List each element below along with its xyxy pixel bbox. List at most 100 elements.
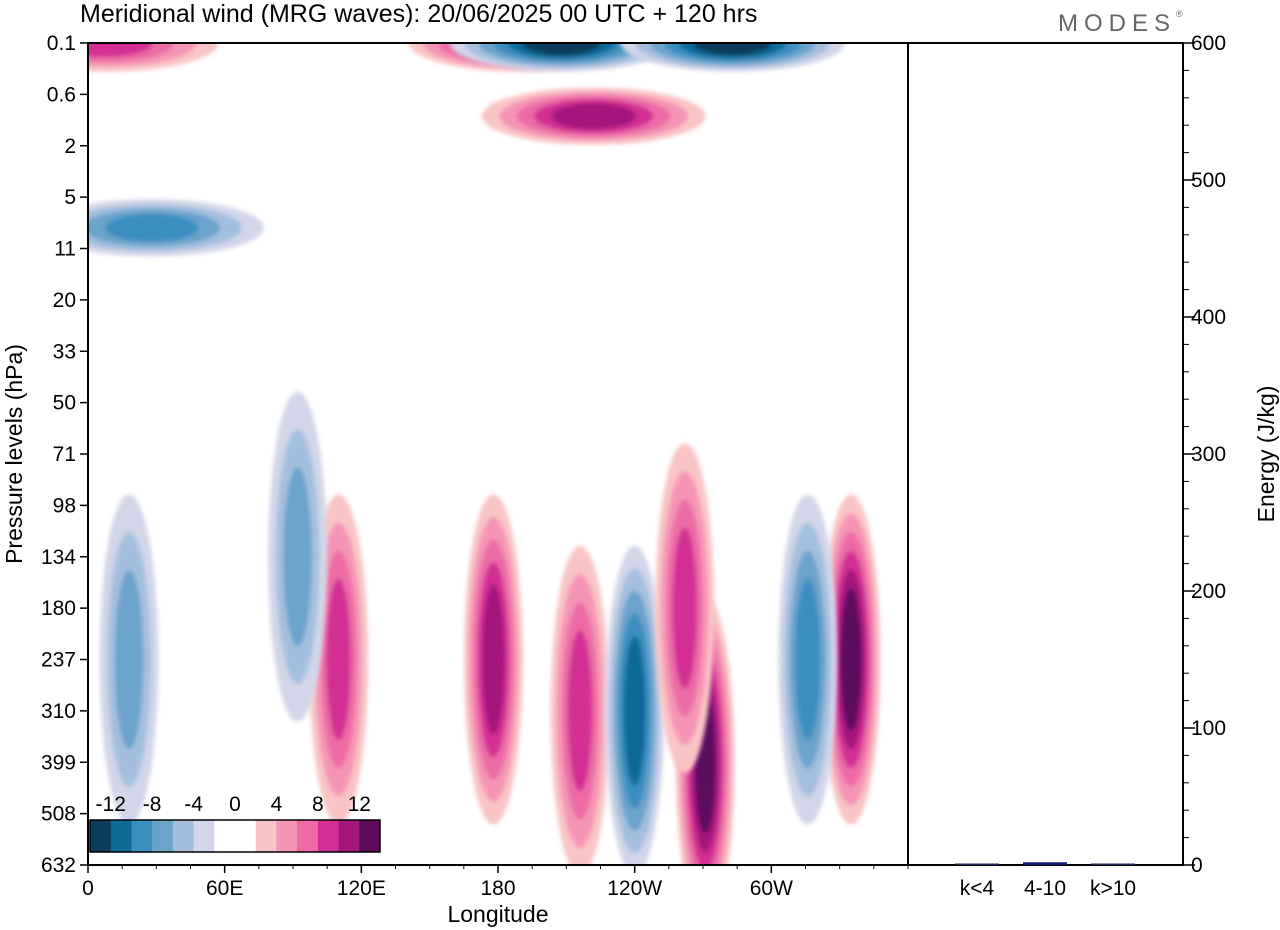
wind-anomaly-cell — [655, 443, 715, 774]
y-tick-label: 2 — [64, 135, 76, 158]
energy-tick-label: 500 — [1191, 169, 1226, 192]
energy-category-axis: k<4 4-10 k>10 — [960, 877, 1136, 900]
colorbar-swatch — [172, 820, 195, 852]
contour-band — [326, 578, 351, 741]
contour-band — [551, 103, 636, 130]
wind-anomaly-cell — [821, 494, 881, 825]
energy-bar — [955, 863, 999, 865]
colorbar-swatch — [359, 820, 381, 852]
y-tick-label: 134 — [41, 546, 76, 569]
y-tick-label: 5 — [64, 186, 76, 209]
colorbar-label: -8 — [143, 793, 162, 816]
wind-anomaly-cell — [620, 43, 845, 72]
colorbar-swatch — [297, 820, 319, 852]
x-tick-label: 0 — [82, 877, 94, 900]
wind-anomaly-cell — [99, 494, 159, 825]
wind-anomaly-cell — [268, 391, 328, 722]
colorbar-label: 0 — [229, 793, 241, 816]
energy-tick-label: 300 — [1191, 443, 1226, 466]
y-tick-label: 632 — [41, 854, 76, 877]
x-tick-label: 60E — [206, 877, 243, 900]
energy-category-label: 4-10 — [1024, 877, 1066, 900]
y-axis-title: Pressure levels (hPa) — [1, 344, 27, 564]
colorbar-label: 12 — [348, 793, 371, 816]
y-tick-label: 0.1 — [47, 32, 76, 55]
chart-title: Meridional wind (MRG waves): 20/06/2025 … — [80, 0, 758, 28]
colorbar: -12 -8 -4 0 4 8 12 — [89, 793, 381, 853]
energy-bar — [1023, 862, 1067, 865]
colorbar-swatch — [131, 820, 153, 852]
colorbar-swatch — [276, 820, 298, 852]
energy-category-label: k<4 — [960, 877, 995, 900]
logo-text: MODES — [1058, 10, 1177, 37]
x-tick-label: 120W — [607, 877, 662, 900]
colorbar-label: 4 — [271, 793, 283, 816]
y-tick-label: 399 — [41, 751, 76, 774]
colorbar-label: 8 — [312, 793, 324, 816]
wind-anomaly-cell — [88, 43, 219, 72]
contour-band — [88, 43, 153, 57]
energy-panel-frame — [907, 42, 1184, 866]
y-tick-label: 50 — [53, 392, 76, 415]
contour-band — [283, 466, 312, 647]
y-tick-label: 180 — [41, 597, 76, 620]
colorbar-swatch — [152, 820, 174, 852]
x-axis: 0 60E 120E 180 120W 60W — [82, 865, 909, 900]
wind-anomaly-cell — [481, 87, 706, 145]
wind-field — [88, 43, 881, 865]
contour-band — [105, 213, 199, 242]
colorbar-swatch — [317, 820, 340, 852]
energy-tick-label: 200 — [1191, 580, 1226, 603]
colorbar-swatch — [214, 820, 236, 852]
colorbar-frame — [89, 819, 381, 853]
wind-anomaly-cell — [449, 43, 674, 72]
y-tick-label: 98 — [53, 494, 76, 517]
y-tick-label: 20 — [53, 289, 76, 312]
x-tick-label: 180 — [480, 877, 515, 900]
x-tick-label: 120E — [337, 877, 386, 900]
colorbar-swatch — [110, 820, 132, 852]
y-tick-label: 237 — [41, 649, 76, 672]
wind-anomaly-cell — [605, 545, 665, 865]
y-tick-label: 508 — [41, 803, 76, 826]
energy-tick-label: 400 — [1191, 306, 1226, 329]
energy-axis-title: Energy (J/kg) — [1253, 386, 1279, 523]
y-tick-label: 33 — [53, 340, 76, 363]
colorbar-swatch — [338, 820, 360, 852]
colorbar-label: -12 — [96, 793, 126, 816]
colorbar-swatch — [255, 820, 277, 852]
logo-registered-mark: ® — [1176, 9, 1183, 19]
energy-tick-label: 0 — [1191, 854, 1203, 877]
contour-band — [840, 588, 862, 731]
contour-band — [522, 43, 601, 56]
y-tick-label: 71 — [53, 443, 76, 466]
energy-tick-label: 600 — [1191, 32, 1226, 55]
energy-axis: 0 100 200 300 400 500 600 — [1183, 32, 1226, 877]
energy-category-label: k>10 — [1090, 877, 1136, 900]
y-tick-label: 310 — [41, 700, 76, 723]
energy-bar — [1091, 863, 1135, 865]
y-axis: 0.1 0.6 2 5 11 20 33 50 71 98 134 180 237 310 399 508 63… — [41, 32, 88, 877]
wind-anomaly-cell — [778, 494, 838, 825]
energy-bars — [955, 862, 1135, 865]
y-tick-label: 0.6 — [47, 83, 76, 106]
contour-band — [114, 569, 144, 750]
wind-anomaly-cell — [88, 199, 264, 257]
colorbar-swatch — [90, 820, 112, 852]
wind-anomaly-cell — [463, 494, 523, 825]
contour-band — [795, 578, 821, 741]
wind-anomaly-cell — [550, 545, 610, 865]
contour-band — [567, 630, 593, 792]
x-tick-label: 60W — [750, 877, 793, 900]
contour-band — [693, 43, 772, 56]
contour-band — [672, 527, 698, 689]
contour-band — [623, 635, 646, 786]
colorbar-swatch — [193, 820, 215, 852]
colorbar-swatch — [235, 820, 257, 852]
colorbar-label: -4 — [184, 793, 203, 816]
y-tick-label: 11 — [54, 238, 76, 261]
contour-band — [482, 584, 505, 735]
energy-tick-label: 100 — [1191, 717, 1226, 740]
x-axis-title: Longitude — [447, 901, 548, 927]
